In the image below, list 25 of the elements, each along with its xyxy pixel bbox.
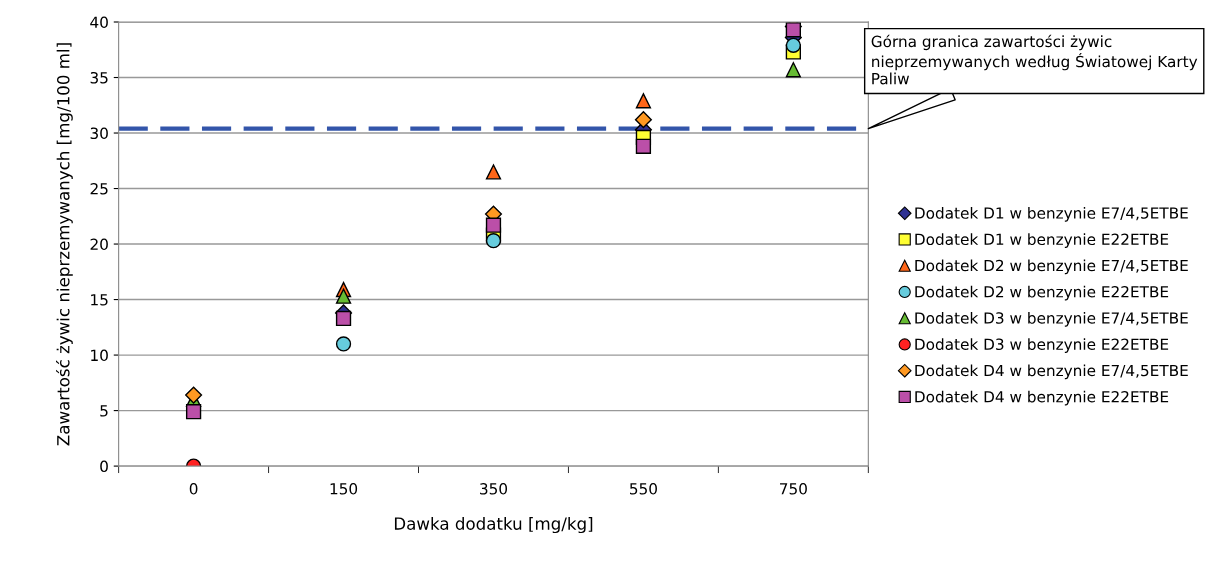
x-tick-label: 550 xyxy=(630,483,657,495)
legend-label: Dodatek D3 w benzynie E7/4,5ETBE xyxy=(915,311,1188,327)
y-tick-label: 0 xyxy=(100,460,108,473)
y-tick-label: 35 xyxy=(90,71,108,84)
x-tick-label: 750 xyxy=(780,483,807,495)
legend-label: Dodatek D4 w benzynie E22ETBE xyxy=(915,390,1169,406)
x-axis-title: Dawka dodatku [mg/kg] xyxy=(394,516,593,534)
legend-label: Dodatek D2 w benzynie E7/4,5ETBE xyxy=(915,259,1188,275)
y-tick-label: 5 xyxy=(100,405,108,417)
y-tick-label: 25 xyxy=(90,183,108,195)
y-tick-label: 20 xyxy=(90,238,108,251)
legend-label: Dodatek D3 w benzynie E22ETBE xyxy=(915,338,1169,353)
y-tick-label: 15 xyxy=(91,294,108,306)
legend-label: Dodatek D4 w benzynie E7/4,5ETBE xyxy=(915,364,1188,380)
y-tick-label: 10 xyxy=(91,349,108,362)
x-tick-label: 350 xyxy=(480,483,508,495)
legend-label: Dodatek D1 w benzynie E22ETBE xyxy=(915,233,1169,248)
x-tick-label: 0 xyxy=(189,483,198,495)
legend-label: Dodatek D1 w benzynie E7/4,5ETBE xyxy=(915,206,1188,222)
y-tick-label: 30 xyxy=(90,127,108,140)
y-tick-label: 40 xyxy=(90,16,108,29)
legend-label: Dodatek D2 w benzynie E22ETBE xyxy=(915,285,1169,301)
x-tick-label: 150 xyxy=(330,483,358,495)
y-axis-title: Zawartość żywic nieprzemywanych [mg/100 ml] xyxy=(56,43,73,446)
ref-line-label: Górna granica zawartości żywic nieprzemywanych według Światowej Karty Paliw xyxy=(871,34,1198,85)
